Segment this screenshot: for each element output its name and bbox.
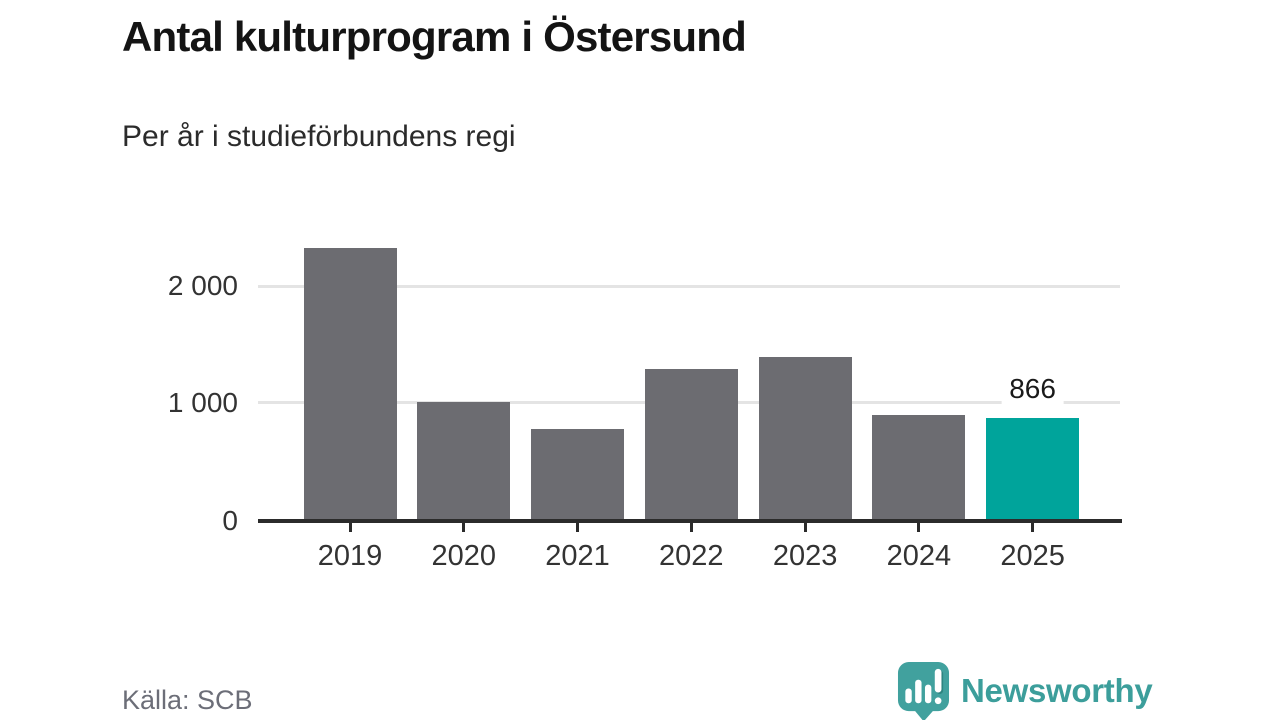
x-axis-label-2021: 2021 [545, 540, 610, 572]
bar-2021 [531, 428, 624, 519]
gridline [258, 284, 1120, 288]
chart-subtitle: Per år i studieförbundens regi [122, 120, 516, 153]
source-caption: Källa: SCB [122, 685, 253, 715]
x-axis-tick [348, 523, 352, 532]
bar-2025 [986, 418, 1080, 519]
bar-2024 [872, 414, 966, 519]
chart-title: Antal kulturprogram i Östersund [122, 13, 747, 60]
x-axis-label-2023: 2023 [772, 540, 838, 572]
y-axis-label: 2 000 [167, 270, 238, 302]
bar-2020 [417, 402, 511, 519]
x-axis-label-2024: 2024 [886, 540, 952, 572]
x-axis-label-2022: 2022 [659, 540, 724, 572]
x-axis-tick [689, 523, 693, 532]
newsworthy-logo-text: Newsworthy [961, 672, 1153, 709]
bar-2019 [303, 247, 397, 519]
x-axis-line [258, 519, 1122, 523]
bar-2022 [644, 368, 738, 519]
x-axis-label-2025: 2025 [1000, 540, 1065, 572]
bar-2023 [758, 357, 852, 519]
x-axis-tick [803, 523, 807, 532]
bar-value-label: 866 [1001, 374, 1064, 405]
x-axis-tick [576, 523, 579, 532]
newsworthy-logo-icon [897, 661, 950, 720]
newsworthy-logo: Newsworthy [897, 661, 1153, 720]
x-axis-tick [1031, 523, 1035, 532]
x-axis-label-2020: 2020 [431, 540, 497, 572]
y-axis-label: 0 [222, 505, 238, 536]
x-axis-label-2019: 2019 [317, 540, 383, 572]
y-axis-label: 1 000 [167, 386, 238, 418]
x-axis-tick [462, 523, 466, 532]
x-axis-tick [917, 523, 921, 532]
